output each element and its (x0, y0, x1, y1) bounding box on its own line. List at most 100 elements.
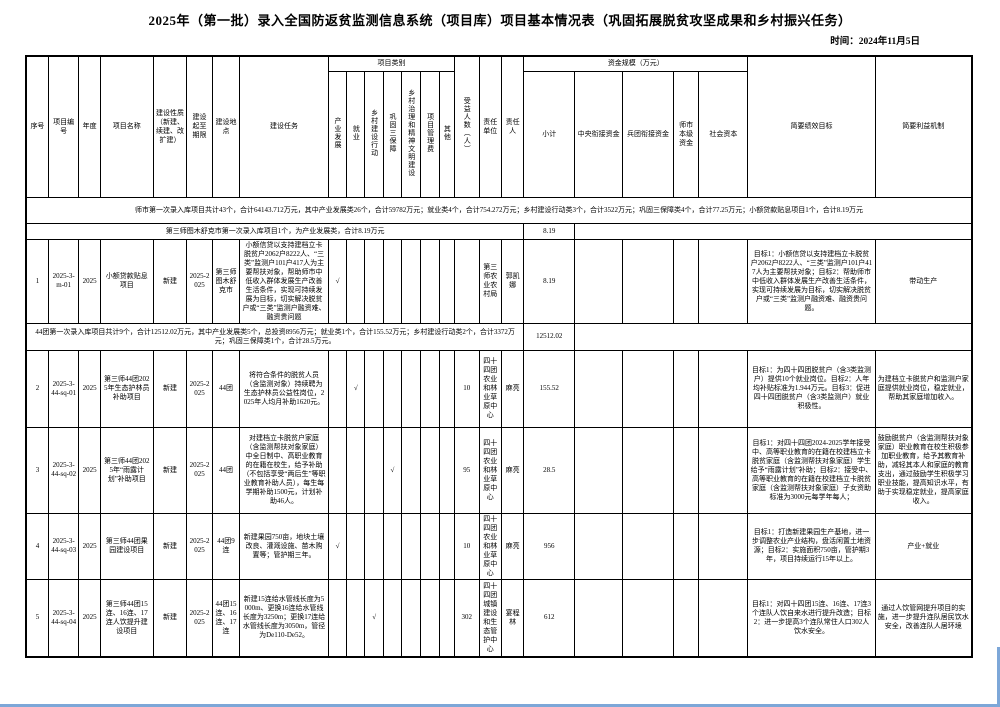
cell-cat-industry: √ (327, 238, 348, 324)
cell-beneficiaries: 10 (454, 349, 480, 428)
col-header-cat-industry: 产业发展 (327, 70, 348, 198)
cell-year: 2025 (78, 426, 101, 514)
cell-task: 新建15连给水管线长度为5000m、更换16连给水管线长度为3250m；更换17… (239, 578, 329, 658)
cell-cat-other (438, 238, 456, 324)
summary-empty (574, 322, 973, 351)
col-header-cat-rural-construction: 乡村建设行动 (364, 70, 384, 198)
cell-perf: 目标1：打造新建果园生产基地，进一步调整农业产业结构，盘活闲置土地资源；目标2：… (747, 512, 876, 580)
cell-code: 2025-3-44-sq-03 (47, 512, 80, 580)
cell-beneficiaries: 95 (454, 426, 480, 514)
cell-fund-social (698, 512, 749, 580)
col-group-category: 项目类别 (327, 55, 456, 72)
cell-cat-industry (327, 349, 348, 428)
summary-row-44tuan: 44团第一次录入库项目共计9个，合计12512.02万元，其中产业发展类5个，总… (25, 322, 973, 351)
cell-fund-corps (622, 578, 674, 658)
cell-cat-industry (327, 426, 348, 514)
cell-cat-governance (401, 578, 422, 658)
col-header-cat-governance: 乡村治理和精神文明建设 (401, 70, 422, 198)
cell-code: 2025-3-m-01 (47, 238, 80, 324)
summary-text: 师市第一次录入库项目共计43个，合计64143.712万元，其中产业发展类26个… (25, 196, 973, 224)
cell-fund-city (672, 512, 700, 580)
cell-resp-person: 宴程林 (500, 578, 525, 658)
cell-fund-social (698, 578, 749, 658)
cell-beneficiaries: 302 (454, 578, 480, 658)
cell-cat-other (438, 512, 456, 580)
table-row: 5 2025-3-44-sq-04 2025 第三师44团15连、16连、17连… (25, 578, 973, 658)
summary-subtotal: 8.19 (523, 222, 576, 240)
cell-cat-three-guarantees (382, 578, 403, 658)
cell-cat-mgmt-fee (420, 426, 440, 514)
col-header-year: 年度 (78, 55, 101, 198)
summary-text: 第三师图木舒克市第一次录入库项目1个，为产业发展类，合计8.19万元 (25, 222, 525, 240)
cell-code: 2025-3-44-sq-01 (47, 349, 80, 428)
col-header-fund-city: 师市本级资金 (672, 70, 700, 198)
cell-location: 44团 (211, 426, 241, 514)
col-header-cat-mgmt-fee: 项目管理费 (420, 70, 440, 198)
cell-resp-unit: 四十四团城镇建设和生态管护中心 (478, 578, 502, 658)
cell-fund-central (574, 238, 624, 324)
cell-fund-central (574, 512, 624, 580)
cell-cat-other (438, 578, 456, 658)
cell-period: 2025-2025 (186, 578, 213, 658)
cell-task: 小额信贷以支持建档立卡脱贫户2062户8222人、“三类”监测户101户417人… (239, 238, 329, 324)
cell-name: 第三师44团15连、16连、17连人饮提升建设项目 (99, 578, 154, 658)
cell-fund-city (672, 238, 700, 324)
cell-perf: 目标1：对四十四团2024-2025学年接受中、高等职业教育的在籍在校建档立卡脱… (747, 426, 876, 514)
cell-task: 新建果园750亩，地块土壤改良、灌溉设施、苗木购置等；管护期三年。 (239, 512, 329, 580)
cell-cat-employment (346, 238, 366, 324)
window-edge-bottom (0, 704, 1000, 707)
cell-cat-governance (401, 238, 422, 324)
cell-cat-employment (346, 578, 366, 658)
cell-benefit: 产业+就业 (874, 512, 973, 580)
cat-other-label: 其他 (443, 124, 452, 141)
cell-cat-three-guarantees (382, 349, 403, 428)
cell-benefit: 为建档立卡脱贫户和监测户家庭提供就业岗位，稳定就业，帮助其家庭增加收入。 (874, 349, 973, 428)
col-header-task: 建设任务 (239, 55, 329, 198)
table-row: 3 2025-3-44-sq-02 2025 第三师44团2025年“雨露计划”… (25, 426, 973, 514)
cell-location: 第三师图木舒克市 (211, 238, 241, 324)
col-header-fund-central: 中央衔接资金 (574, 70, 624, 198)
cell-year: 2025 (78, 512, 101, 580)
beneficiary-label: 受益人数（人） (463, 97, 472, 154)
cell-resp-unit: 四十四团农业和林业草原中心 (478, 426, 502, 514)
cell-resp-person: 郭凯娜 (500, 238, 525, 324)
cell-fund-corps (622, 349, 674, 428)
cell-cat-other (438, 349, 456, 428)
cell-cat-rural-construction (364, 426, 384, 514)
cell-period: 2025-2025 (186, 426, 213, 514)
col-header-resp-unit: 责任单位 (478, 55, 502, 198)
cell-location: 44团 (211, 349, 241, 428)
cell-resp-person: 麻亮 (500, 349, 525, 428)
cell-fund-subtotal: 28.5 (523, 426, 576, 514)
cell-cat-industry: √ (327, 512, 348, 580)
cell-fund-subtotal: 155.52 (523, 349, 576, 428)
cell-cat-three-guarantees (382, 512, 403, 580)
cell-seq: 4 (25, 512, 49, 580)
summary-empty (574, 222, 973, 240)
cell-cat-rural-construction (364, 349, 384, 428)
cat-industry-label: 产业发展 (334, 116, 342, 149)
cell-cat-employment (346, 512, 366, 580)
cell-fund-subtotal: 956 (523, 512, 576, 580)
cell-seq: 3 (25, 426, 49, 514)
col-header-cat-employment: 就业 (346, 70, 366, 198)
cell-cat-governance (401, 349, 422, 428)
cell-fund-social (698, 349, 749, 428)
cell-cat-three-guarantees: √ (382, 426, 403, 514)
cell-benefit: 鼓励脱贫户（含监测帮扶对象家庭）职业教育在校生积极参加职业教育，给予其教育补助，… (874, 426, 973, 514)
cell-cat-governance (401, 512, 422, 580)
date-label: 时间：2024年11月5日 (830, 37, 920, 47)
cell-cat-mgmt-fee (420, 349, 440, 428)
table-row: 2 2025-3-44-sq-01 2025 第三师44团2025年生态护林员补… (25, 349, 973, 428)
cell-year: 2025 (78, 238, 101, 324)
cell-cat-employment (346, 426, 366, 514)
col-header-fund-subtotal: 小计 (523, 70, 576, 198)
cell-cat-industry (327, 578, 348, 658)
cell-fund-corps (622, 426, 674, 514)
col-header-perf: 简要绩效目标 (747, 55, 876, 198)
cell-cat-rural-construction: √ (364, 578, 384, 658)
cell-task: 对建档立卡脱贫户家庭（含监测帮扶对象家庭）中全日制中、高职业教育的在籍在校生，给… (239, 426, 329, 514)
cell-name: 小额贷款贴息项目 (99, 238, 154, 324)
cell-beneficiaries: 10 (454, 512, 480, 580)
col-header-name: 项目名称 (99, 55, 154, 198)
